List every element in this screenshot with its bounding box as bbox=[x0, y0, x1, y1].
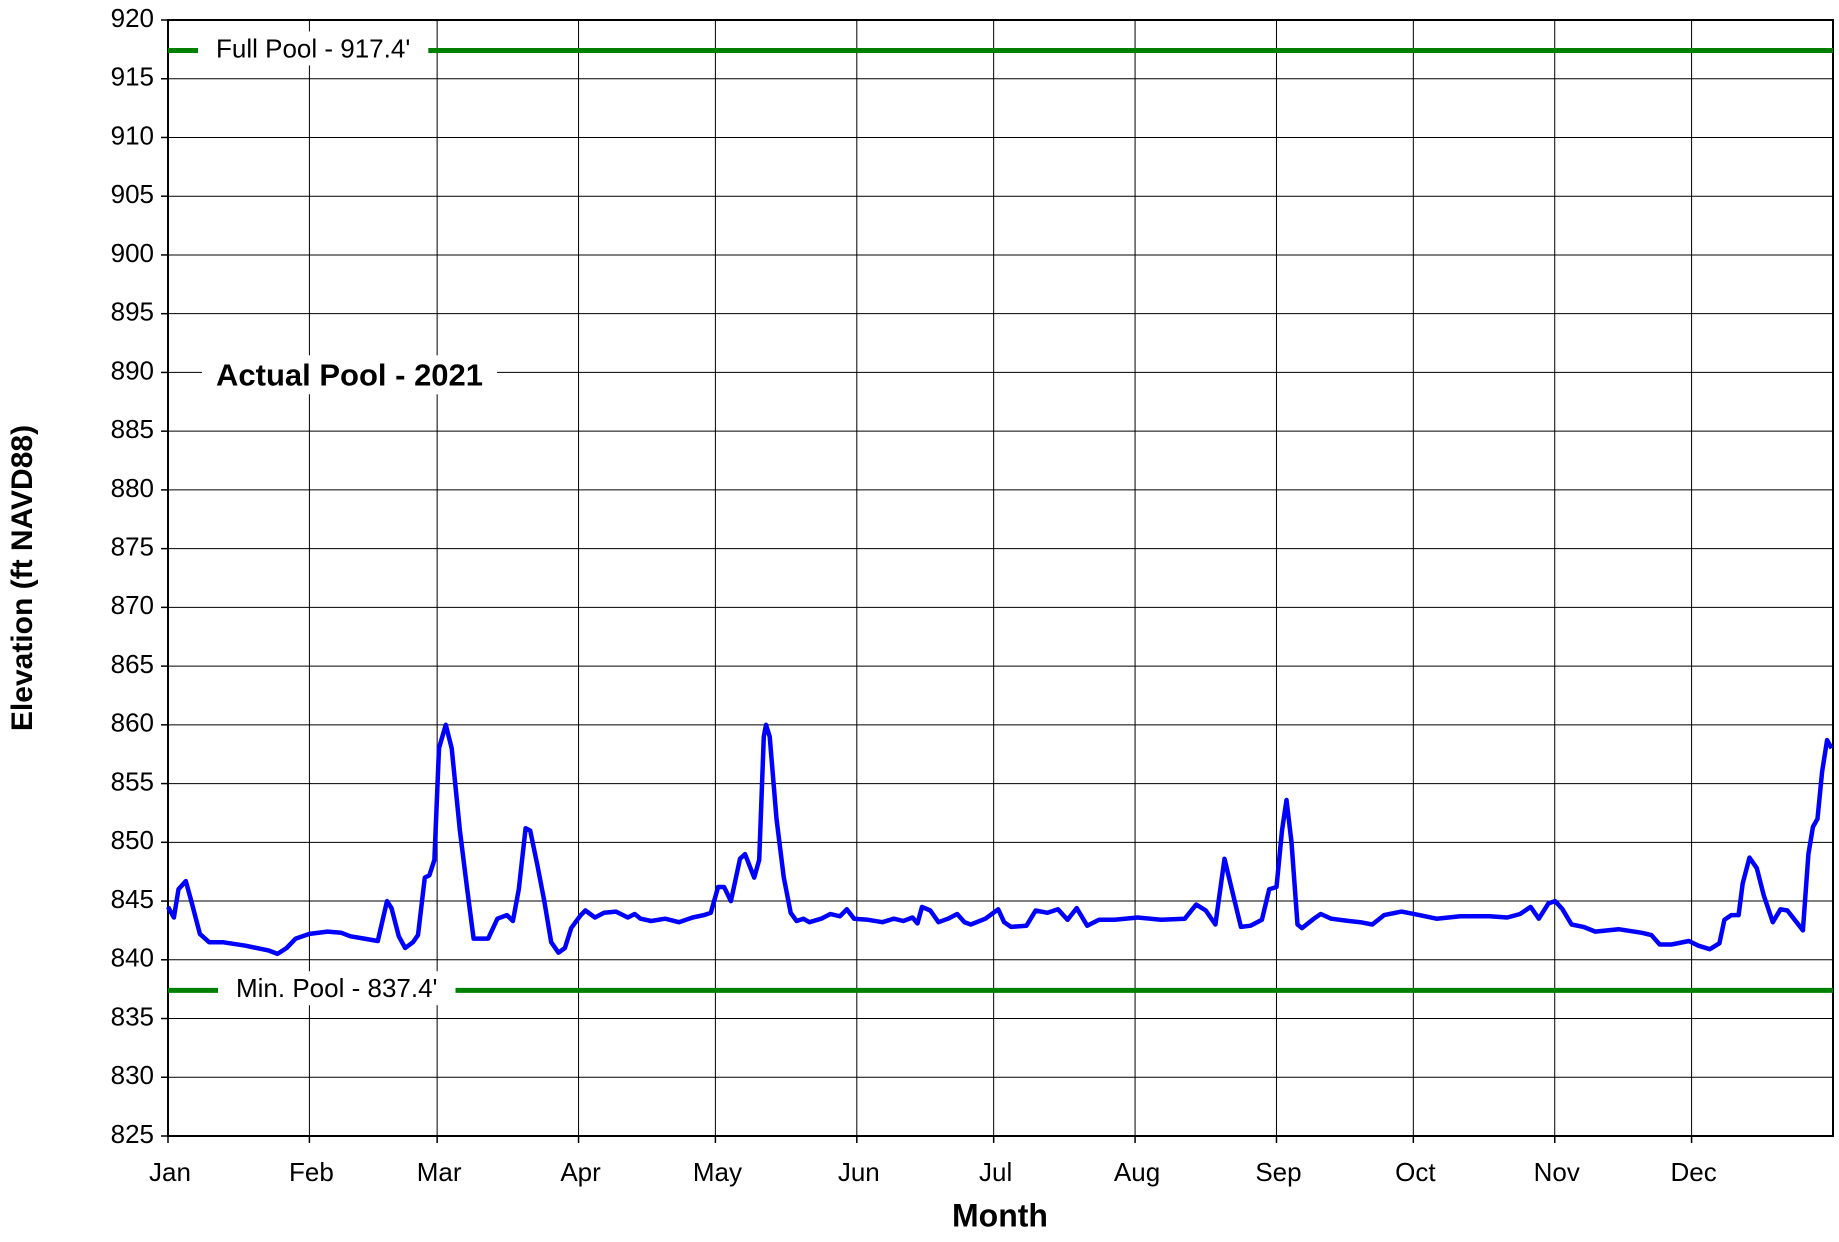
x-tick-label: Jun bbox=[838, 1157, 880, 1187]
y-tick-label: 850 bbox=[111, 825, 154, 855]
y-tick-label: 920 bbox=[111, 3, 154, 33]
y-tick-label: 865 bbox=[111, 649, 154, 679]
series-label: Actual Pool - 2021 bbox=[216, 357, 483, 392]
x-tick-label: Apr bbox=[560, 1157, 601, 1187]
x-tick-label: Nov bbox=[1534, 1157, 1580, 1187]
y-tick-label: 870 bbox=[111, 590, 154, 620]
y-tick-label: 835 bbox=[111, 1001, 154, 1031]
reference-label: Min. Pool - 837.4' bbox=[236, 973, 438, 1003]
x-tick-label: Dec bbox=[1670, 1157, 1716, 1187]
label-background bbox=[218, 971, 456, 1006]
y-tick-label: 885 bbox=[111, 414, 154, 444]
y-tick-label: 875 bbox=[111, 532, 154, 562]
plot-frame bbox=[167, 19, 1834, 1137]
x-tick-label: Sep bbox=[1255, 1157, 1301, 1187]
y-tick-label: 910 bbox=[111, 120, 154, 150]
y-tick-label: 830 bbox=[111, 1060, 154, 1090]
x-tick-label: Aug bbox=[1114, 1157, 1160, 1187]
y-tick-label: 880 bbox=[111, 473, 154, 503]
x-axis-title: Month bbox=[952, 1197, 1048, 1233]
y-tick-label: 860 bbox=[111, 708, 154, 738]
x-tick-label: Jan bbox=[149, 1157, 191, 1187]
x-tick-label: Feb bbox=[289, 1157, 334, 1187]
y-tick-label: 825 bbox=[111, 1119, 154, 1149]
label-background bbox=[202, 355, 498, 395]
y-tick-label: 895 bbox=[111, 297, 154, 327]
y-tick-label: 915 bbox=[111, 62, 154, 92]
label-background bbox=[198, 31, 429, 66]
y-tick-label: 905 bbox=[111, 179, 154, 209]
x-tick-label: Mar bbox=[417, 1157, 462, 1187]
x-tick-label: Oct bbox=[1395, 1157, 1436, 1187]
y-tick-label: 840 bbox=[111, 943, 154, 973]
y-tick-label: 890 bbox=[111, 355, 154, 385]
y-tick-label: 855 bbox=[111, 766, 154, 796]
y-tick-label: 845 bbox=[111, 884, 154, 914]
x-tick-label: May bbox=[693, 1157, 742, 1187]
x-tick-label: Jul bbox=[979, 1157, 1012, 1187]
series-line bbox=[166, 722, 1834, 957]
y-tick-label: 900 bbox=[111, 238, 154, 268]
y-axis-title: Elevation (ft NAVD88) bbox=[6, 425, 39, 731]
reference-label: Full Pool - 917.4' bbox=[216, 33, 410, 63]
